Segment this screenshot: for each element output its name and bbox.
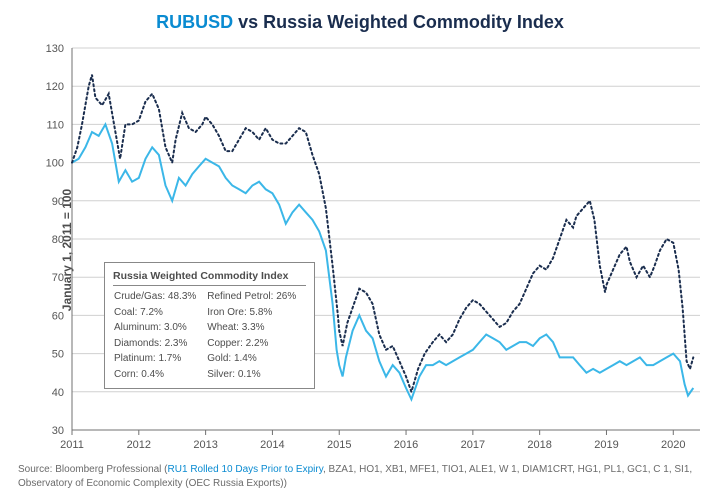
svg-text:80: 80 [52,234,64,246]
svg-text:2011: 2011 [60,439,84,451]
legend-title: Russia Weighted Commodity Index [113,269,306,286]
svg-text:120: 120 [46,81,64,93]
legend-box: Russia Weighted Commodity Index Crude/Ga… [104,262,315,389]
svg-text:40: 40 [52,387,64,399]
svg-text:30: 30 [52,425,64,437]
svg-text:2015: 2015 [327,439,351,451]
svg-text:2014: 2014 [260,439,284,451]
svg-text:2020: 2020 [661,439,685,451]
chart-svg: 30 40 50 60 70 80 90 100 110 120 130 2011 2012 2013 20… [0,0,720,500]
svg-text:50: 50 [52,349,64,361]
svg-text:100: 100 [46,158,64,170]
legend-table: Crude/Gas: 48.3%Refined Petrol: 26%Coal:… [113,289,306,382]
svg-text:2018: 2018 [527,439,551,451]
source-footnote: Source: Bloomberg Professional (RU1 Roll… [18,463,698,490]
svg-text:60: 60 [52,310,64,322]
svg-text:2016: 2016 [394,439,418,451]
svg-text:2012: 2012 [127,439,151,451]
svg-text:130: 130 [46,43,64,55]
svg-text:90: 90 [52,196,64,208]
svg-text:70: 70 [52,272,64,284]
svg-text:2019: 2019 [594,439,618,451]
svg-text:2017: 2017 [461,439,485,451]
svg-text:110: 110 [46,119,64,131]
svg-text:2013: 2013 [193,439,217,451]
